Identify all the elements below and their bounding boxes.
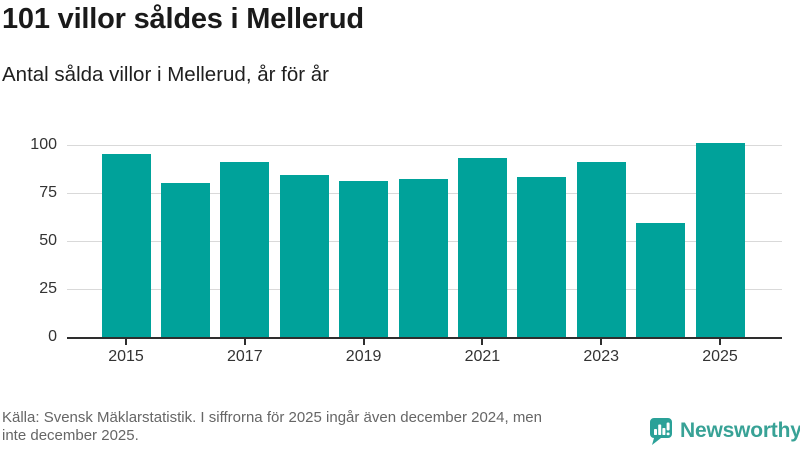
x-tick-2019 [362,339,365,345]
y-axis-label-0: 0 [48,328,57,345]
newsworthy-logo[interactable]: Newsworthy [647,416,800,446]
x-axis-label-2023: 2023 [583,348,619,365]
newsworthy-logo-text: Newsworthy [680,419,800,442]
bar-2019 [339,181,389,337]
bar-2025 [695,142,745,337]
chart-subtitle: Antal sålda villor i Mellerud, år för år [2,63,329,86]
bar-2023 [576,161,626,337]
bar-2018 [279,175,329,337]
y-axis-label-75: 75 [39,183,57,201]
x-axis-label-2015: 2015 [108,348,144,365]
bar-2016 [160,183,210,337]
bar-2022 [517,177,567,337]
source-note-line1: Källa: Svensk Mäklarstatistik. I siffror… [2,409,542,426]
x-tick-2023 [600,339,603,345]
x-axis-label-2025: 2025 [702,348,738,365]
bar-2017 [220,161,270,337]
x-axis-label-2017: 2017 [227,348,263,365]
x-tick-2017 [243,339,246,345]
y-axis-label-50: 50 [39,231,57,249]
x-tick-2025 [719,339,721,345]
y-axis-label-25: 25 [39,279,57,297]
x-tick-2015 [125,339,127,345]
x-tick-2021 [481,339,484,345]
bar-2015 [101,154,151,337]
source-note: Källa: Svensk Mäklarstatistik. I siffror… [2,409,542,445]
y-axis-label-100: 100 [30,135,57,153]
bar-2021 [457,157,507,337]
newsworthy-icon [647,416,674,446]
bar-2020 [398,179,448,337]
chart-title: 101 villor såldes i Mellerud [2,3,364,35]
bar-2024 [636,223,686,337]
x-axis-label-2021: 2021 [464,348,501,365]
x-axis-label-2019: 2019 [345,348,382,365]
x-axis-line [67,336,782,339]
gridline-100 [67,144,782,146]
source-note-line2: inte december 2025. [2,427,139,444]
